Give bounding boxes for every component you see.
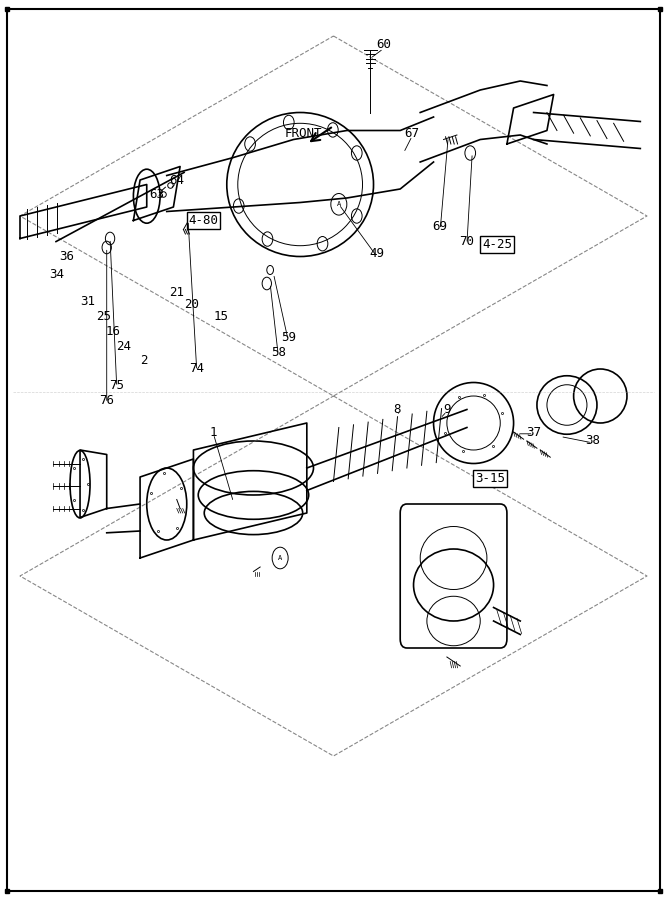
Text: 75: 75 bbox=[109, 379, 124, 392]
Text: 16: 16 bbox=[106, 325, 121, 338]
Text: 63: 63 bbox=[149, 188, 164, 201]
Text: 49: 49 bbox=[370, 248, 384, 260]
Text: 58: 58 bbox=[271, 346, 285, 359]
Text: 4-80: 4-80 bbox=[189, 214, 218, 227]
Text: 21: 21 bbox=[169, 286, 184, 299]
Text: 3-15: 3-15 bbox=[476, 472, 505, 485]
Text: 74: 74 bbox=[189, 363, 204, 375]
Text: 67: 67 bbox=[405, 127, 420, 140]
Text: 69: 69 bbox=[433, 220, 448, 233]
Text: 36: 36 bbox=[59, 250, 74, 263]
Text: 25: 25 bbox=[96, 310, 111, 323]
Text: 76: 76 bbox=[99, 394, 114, 407]
Text: FRONT: FRONT bbox=[285, 127, 322, 140]
Text: 8: 8 bbox=[393, 403, 401, 416]
Text: 31: 31 bbox=[81, 295, 95, 308]
Text: 64: 64 bbox=[169, 174, 184, 186]
Text: 34: 34 bbox=[49, 268, 64, 281]
Text: 2: 2 bbox=[139, 354, 147, 366]
Text: 15: 15 bbox=[214, 310, 229, 323]
Text: 24: 24 bbox=[116, 340, 131, 353]
Text: 4-25: 4-25 bbox=[482, 238, 512, 251]
Text: 38: 38 bbox=[585, 435, 600, 447]
Text: 9: 9 bbox=[443, 403, 451, 416]
Text: 59: 59 bbox=[281, 331, 295, 344]
Text: 1: 1 bbox=[209, 426, 217, 438]
Text: A: A bbox=[337, 202, 341, 207]
Text: 37: 37 bbox=[526, 426, 541, 438]
Text: 70: 70 bbox=[460, 235, 474, 248]
Text: A: A bbox=[278, 555, 282, 561]
Text: 60: 60 bbox=[376, 39, 391, 51]
Text: 20: 20 bbox=[185, 298, 199, 310]
